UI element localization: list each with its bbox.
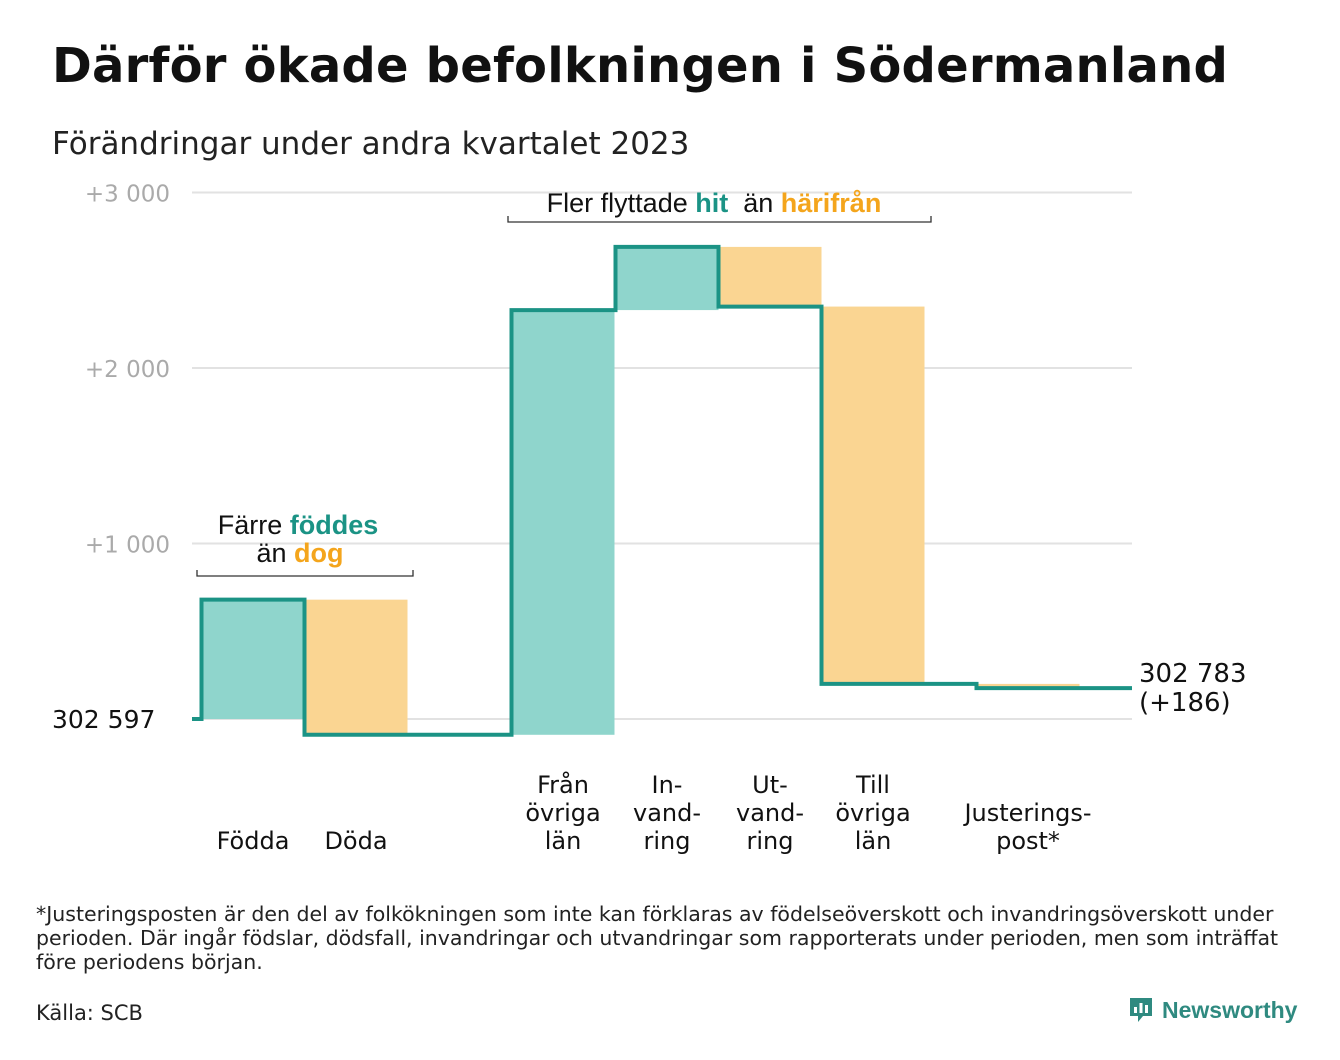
cumulative-step-line <box>192 244 1132 737</box>
annotation-migration: Fler flyttade hit än härifrån <box>507 188 932 223</box>
x-category-label: Födda <box>217 827 290 855</box>
x-category-label: Till övriga län <box>835 771 910 855</box>
x-category-label: Ut-vand-ring <box>736 771 804 855</box>
x-category-label: Från övriga län <box>525 770 600 855</box>
end-change-label: (+186) <box>1139 688 1231 718</box>
bar-döda <box>304 599 408 735</box>
brand-name: Newsworthy <box>1162 996 1298 1023</box>
annotation-births: Färre föddes än dog <box>196 510 414 577</box>
bar-födda <box>201 599 305 719</box>
annotation-migration-bracket <box>507 216 932 223</box>
bar-invandring <box>615 246 719 311</box>
y-tick-label: +1 000 <box>85 533 170 559</box>
bar-från-övriga-län <box>511 310 615 735</box>
page-subtitle: Förändringar under andra kvartalet 2023 <box>52 126 690 162</box>
bar-utvandring <box>718 246 822 307</box>
bar-justeringspost- <box>976 683 1080 689</box>
y-tick-label: +3 000 <box>85 182 170 208</box>
x-category-label: Döda <box>324 827 387 855</box>
bar-till-övriga-län <box>821 306 925 684</box>
newsworthy-logo-icon <box>1130 998 1152 1022</box>
annotation-migration-text: Fler flyttade hit än härifrån <box>547 188 882 218</box>
annotation-births-line1: Färre föddes <box>218 510 379 540</box>
x-category-label: In-vand-ring <box>633 771 701 855</box>
start-value-label: 302 597 <box>52 705 155 734</box>
end-value-label: 302 783 <box>1139 659 1247 689</box>
x-category-label: Justerings-post* <box>962 799 1091 855</box>
annotation-births-bracket <box>196 570 414 577</box>
annotation-births-line2: än dog <box>256 538 343 568</box>
page-title: Därför ökade befolkningen i Södermanland <box>52 38 1229 94</box>
y-tick-label: +2 000 <box>85 357 170 383</box>
source-label: Källa: SCB <box>36 1001 143 1025</box>
waterfall-chart: +1 000 +2 000 +3 000 Födda Döda Från övriga lä… <box>52 182 1247 856</box>
footnote: *Justeringsposten är den del av folkökni… <box>36 902 1279 974</box>
brand[interactable]: Newsworthy <box>1128 996 1297 1024</box>
